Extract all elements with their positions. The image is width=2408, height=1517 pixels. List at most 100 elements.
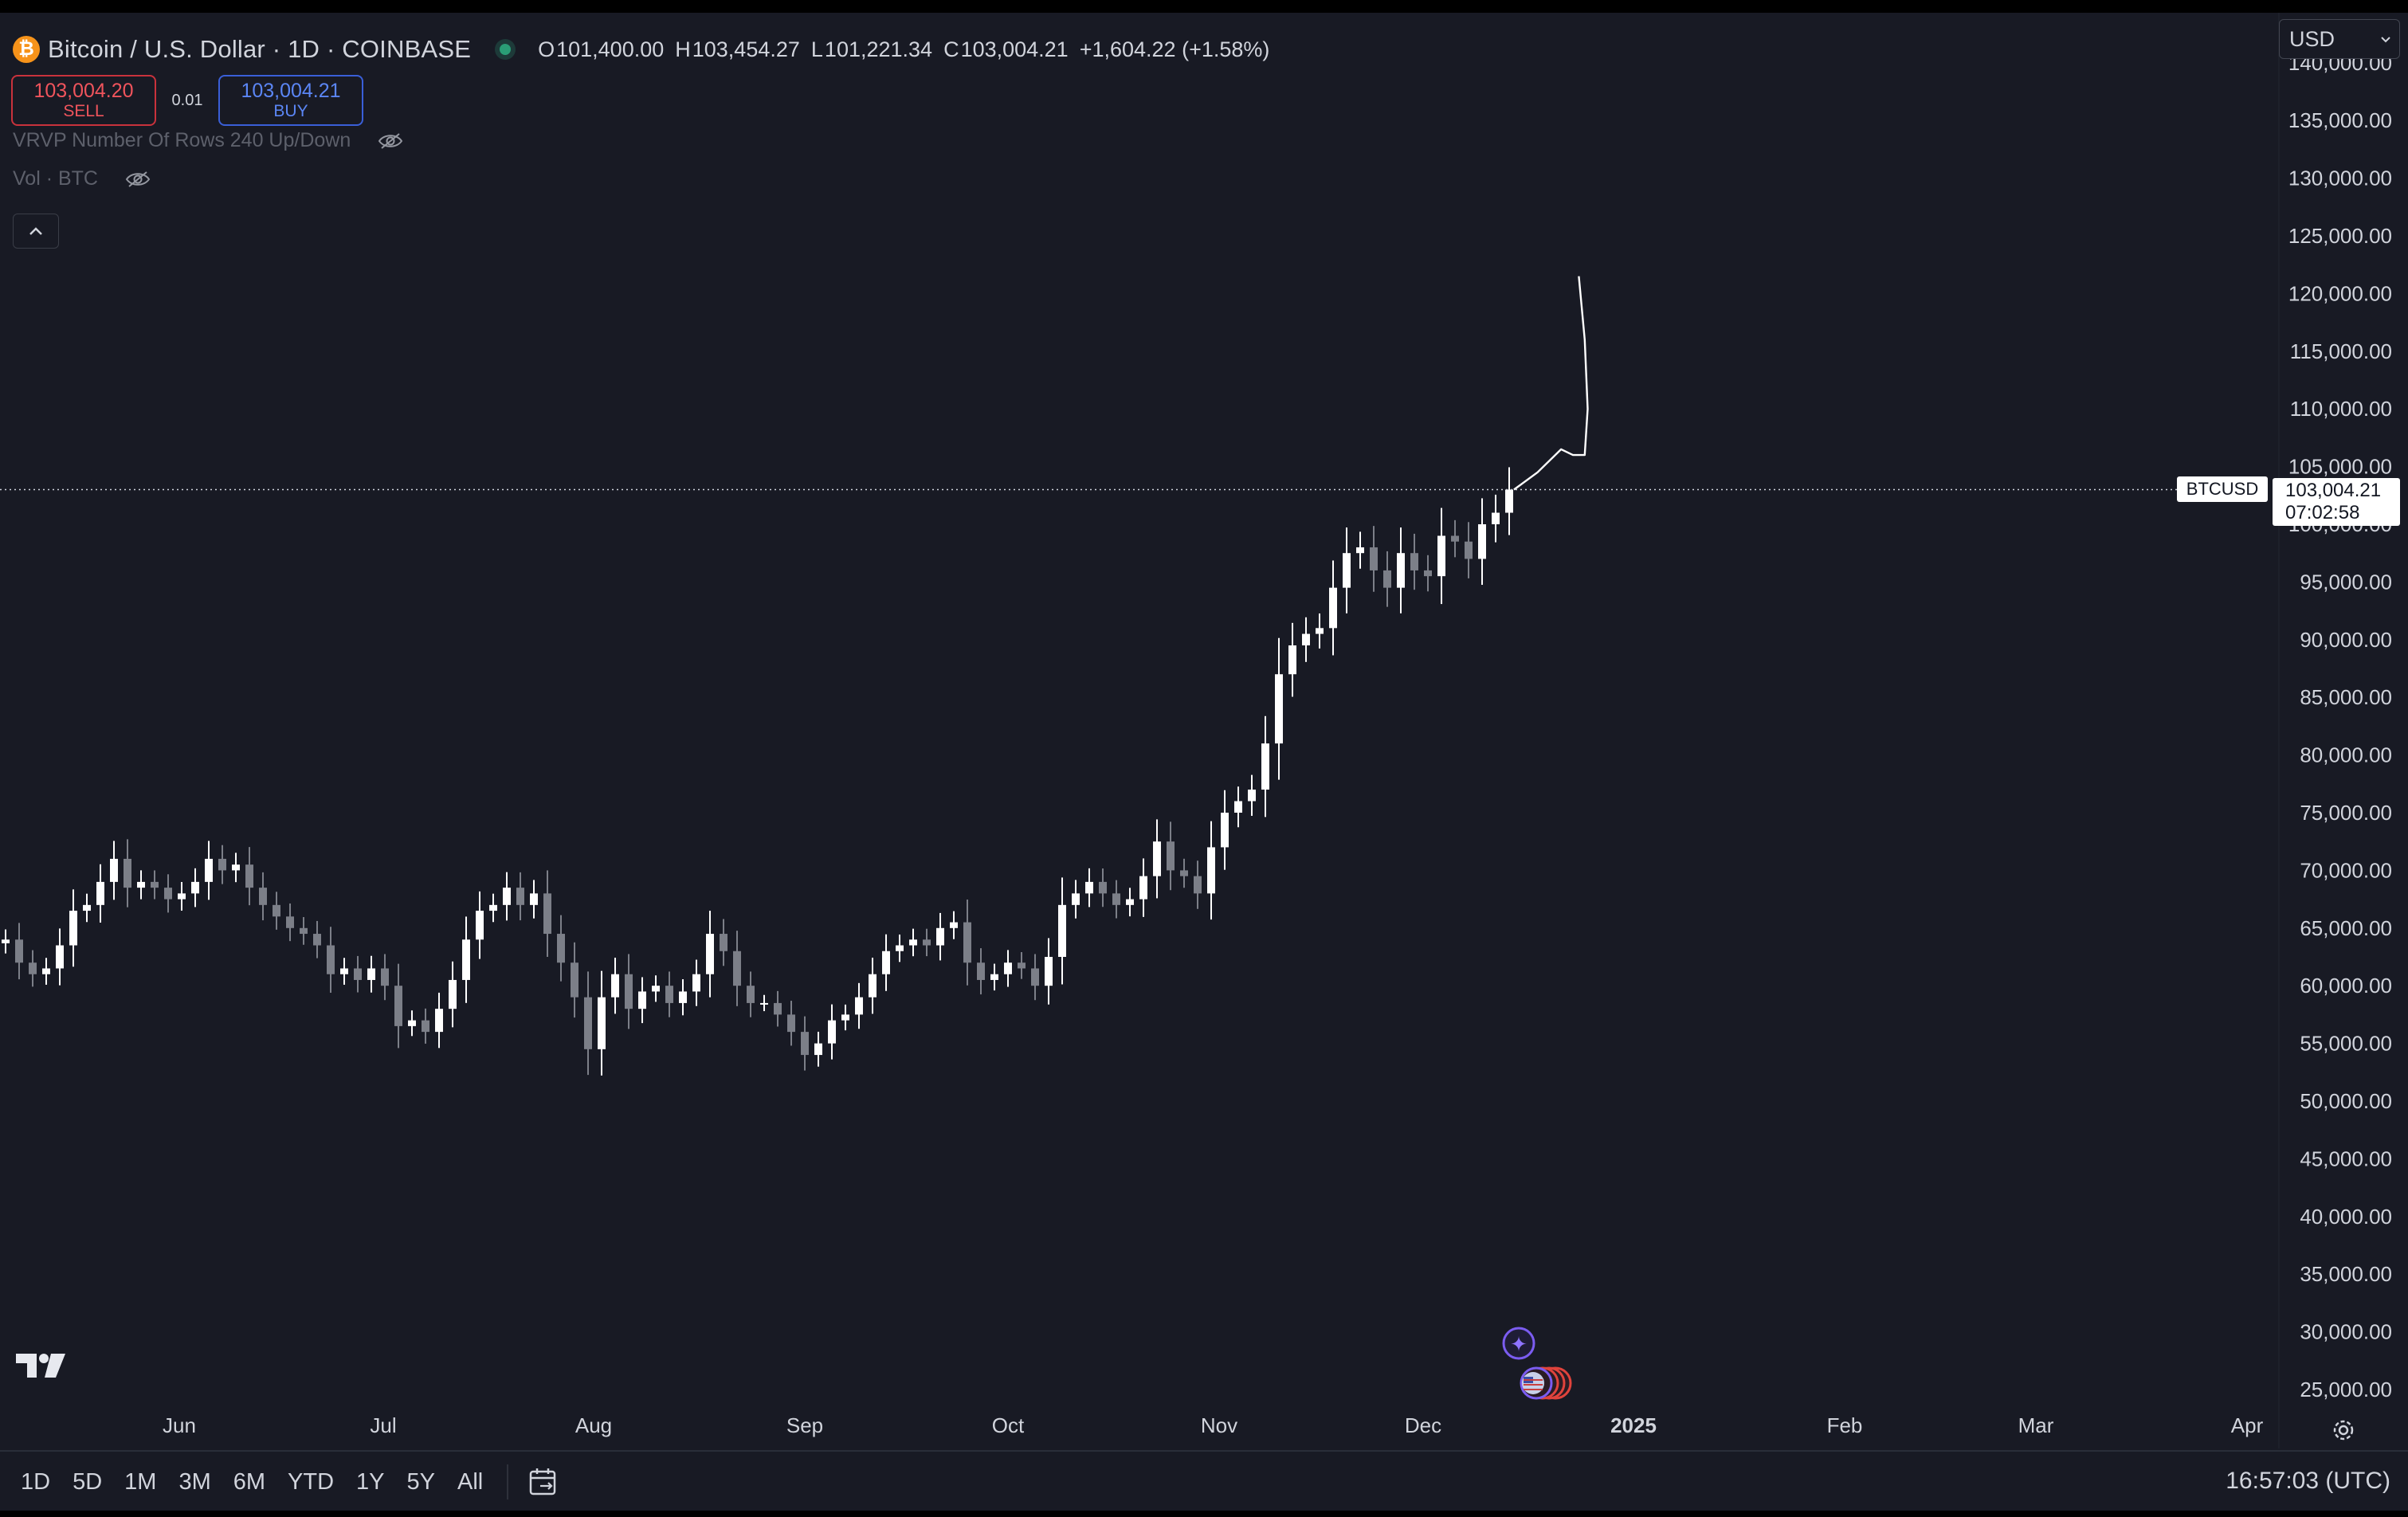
candle-body	[1099, 881, 1107, 894]
go-to-date-calendar-icon[interactable]	[527, 1466, 559, 1498]
forecast-path[interactable]	[1513, 276, 1589, 491]
toolbar-divider	[507, 1464, 509, 1499]
buy-button[interactable]: 103,004.21 BUY	[218, 75, 363, 126]
candle-body	[151, 881, 159, 888]
candle-body	[611, 974, 619, 998]
hidden-eye-icon[interactable]	[125, 170, 151, 189]
drawn-forecast-line[interactable]	[1513, 276, 1589, 491]
symbol-header: ₿ Bitcoin / U.S. Dollar · 1D · COINBASE …	[13, 33, 1269, 65]
chevron-down-icon	[2381, 37, 2390, 43]
candle-body	[69, 911, 77, 946]
price-tick-label: 120,000.00	[2288, 281, 2392, 305]
range-all-button[interactable]: All	[457, 1468, 484, 1495]
candle-body	[1465, 541, 1473, 559]
settings-gear-icon[interactable]	[2330, 1417, 2357, 1444]
sell-label: SELL	[63, 102, 104, 120]
ohlc-low-key: L	[810, 37, 823, 61]
candle-body	[1167, 841, 1175, 871]
price-tick-label: 135,000.00	[2288, 108, 2392, 132]
candle-body	[83, 904, 91, 911]
time-tick-label: Feb	[1827, 1413, 1863, 1437]
candle-body	[1112, 893, 1120, 905]
currency-value: USD	[2289, 26, 2335, 51]
candle-body	[787, 1014, 795, 1033]
last-price-tag: 103,004.21 07:02:58	[2273, 478, 2400, 527]
price-tick-label: 45,000.00	[2300, 1147, 2392, 1170]
event-star-icon[interactable]	[1502, 1327, 1535, 1360]
range-1y-button[interactable]: 1Y	[356, 1468, 385, 1495]
buy-price: 103,004.21	[241, 80, 341, 102]
candle-body	[828, 1020, 836, 1044]
range-1m-button[interactable]: 1M	[124, 1468, 157, 1495]
ohlc-high-key: H	[675, 37, 691, 61]
candle-body	[774, 1002, 782, 1015]
range-3m-button[interactable]: 3M	[178, 1468, 211, 1495]
candle-body	[286, 916, 294, 928]
economic-events[interactable]: ✦	[1502, 1327, 1572, 1400]
candle-body	[313, 934, 321, 946]
candle-body	[1302, 633, 1310, 646]
price-tick-label: 25,000.00	[2300, 1378, 2392, 1401]
candle-body	[977, 962, 985, 980]
candle-body	[665, 986, 673, 1003]
collapse-legend-button[interactable]	[13, 214, 59, 249]
price-tick-label: 60,000.00	[2300, 974, 2392, 998]
utc-clock[interactable]: 16:57:03 (UTC)	[2226, 1468, 2390, 1494]
ohlc-high: 103,454.27	[692, 37, 800, 61]
candle-body	[869, 974, 877, 998]
range-5d-button[interactable]: 5D	[73, 1468, 103, 1495]
spread-value: 0.01	[171, 91, 203, 109]
candle-body	[543, 893, 551, 935]
trade-buttons: 103,004.20 SELL 0.01 103,004.21 BUY	[11, 75, 363, 126]
range-6m-button[interactable]: 6M	[233, 1468, 266, 1495]
candle-body	[381, 968, 389, 986]
candle-body	[801, 1032, 809, 1056]
candle-body	[435, 1009, 443, 1033]
candle-body	[1383, 570, 1391, 588]
range-1d-button[interactable]: 1D	[21, 1468, 51, 1495]
candle-body	[747, 986, 755, 1003]
candle-body	[29, 962, 37, 974]
candle-body	[354, 968, 362, 980]
tradingview-logo-icon[interactable]	[16, 1354, 67, 1381]
candle-body	[1261, 743, 1269, 790]
candle-body	[218, 858, 226, 871]
hidden-eye-icon[interactable]	[378, 131, 403, 151]
price-tick-label: 110,000.00	[2290, 397, 2392, 421]
candle-body	[909, 939, 917, 946]
price-tick-label: 130,000.00	[2288, 167, 2392, 190]
candle-body	[408, 1020, 416, 1026]
price-tick-label: 90,000.00	[2300, 628, 2392, 652]
time-tick-label: Aug	[575, 1413, 612, 1437]
ohlc-low: 101,221.34	[824, 37, 933, 61]
candle-body	[56, 945, 64, 969]
indicator-vrvp-label: VRVP Number Of Rows 240 Up/Down	[13, 129, 351, 151]
candle-body	[936, 927, 944, 946]
candle-body	[530, 893, 538, 905]
symbol-title[interactable]: Bitcoin / U.S. Dollar · 1D · COINBASE	[48, 35, 472, 63]
candle-body	[1329, 587, 1337, 629]
bitcoin-logo-icon: ₿	[13, 36, 40, 63]
sell-button[interactable]: 103,004.20 SELL	[11, 75, 156, 126]
price-chart[interactable]: 25,000.00 30,000.00 35,000.00 40,000.00 45,0…	[0, 13, 2408, 1511]
candle-body	[1288, 645, 1296, 675]
range-ytd-button[interactable]: YTD	[288, 1468, 335, 1495]
candle-body	[1343, 553, 1351, 588]
candle-body	[232, 864, 240, 871]
candle-body	[15, 939, 23, 963]
bar-countdown: 07:02:58	[2285, 502, 2360, 524]
candle-body	[1058, 904, 1066, 957]
candle-body	[923, 939, 931, 946]
indicator-vrvp[interactable]: VRVP Number Of Rows 240 Up/Down	[13, 129, 403, 152]
sell-price: 103,004.20	[33, 80, 134, 102]
price-axis[interactable]: 25,000.00 30,000.00 35,000.00 40,000.00 45,0…	[2288, 51, 2392, 1401]
time-axis[interactable]: Jun Jul Aug Sep Oct Nov Dec 2025 Feb Mar Apr	[163, 1413, 2264, 1437]
indicator-volume[interactable]: Vol · BTC	[13, 167, 151, 190]
candle-body	[1072, 893, 1080, 905]
market-status-icon[interactable]	[500, 44, 512, 55]
candle-body	[1018, 962, 1026, 969]
currency-select[interactable]: USD	[2279, 19, 2400, 59]
candle-body	[720, 934, 727, 951]
range-5y-button[interactable]: 5Y	[406, 1468, 436, 1495]
ohlc-open-key: O	[538, 37, 555, 61]
